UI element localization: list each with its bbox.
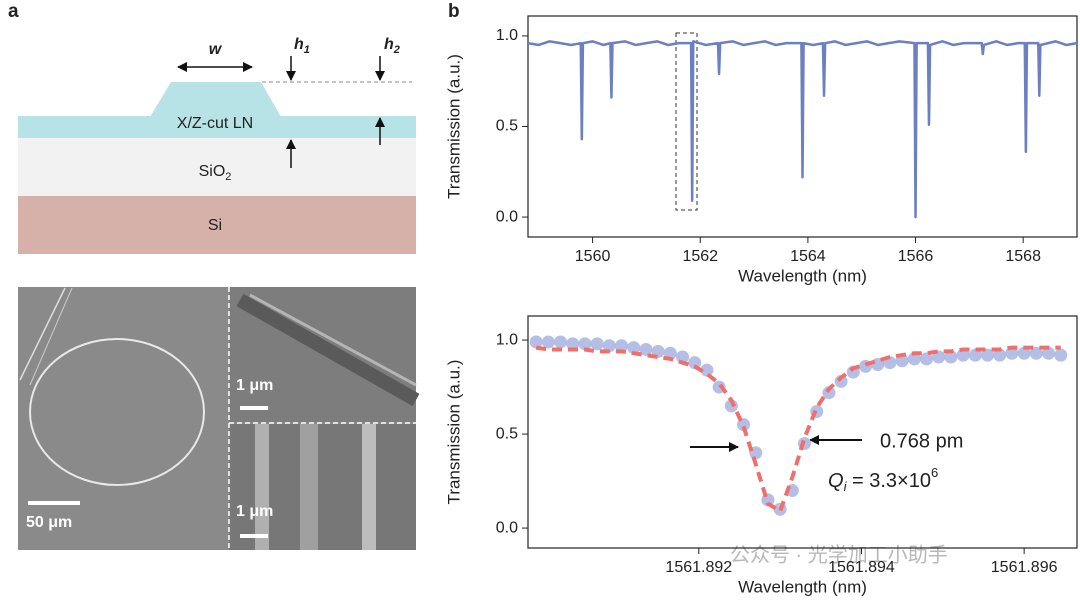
fwhm-label: 0.768 pm [880,430,963,452]
data-point [1054,348,1068,362]
x-tick-label: 1568 [1005,248,1041,265]
data-point [639,342,653,356]
y-axis-label: Transmission (a.u.) [444,360,463,505]
data-point [907,352,921,366]
q-label: Qi = 3.3×106 [828,465,938,494]
data-point [541,335,555,349]
panel-label: a [8,1,19,22]
x-axis-label: Wavelength (nm) [738,577,867,596]
y-axis-label: Transmission (a.u.) [444,54,463,199]
data-point [737,418,751,432]
data-point [822,386,836,400]
sem-wall [300,424,318,550]
sem-edge [236,293,420,407]
y-tick-label: 0.5 [496,425,518,442]
watermark: 公众号 · 光学加工小助手 [730,543,948,566]
data-point [578,337,592,351]
data-point [968,348,982,362]
sem-waveguide [19,287,66,381]
panel-label: b [448,1,460,22]
data-point [1042,346,1056,360]
h2-label: h2 [384,36,400,56]
q-exp: 6 [931,465,938,480]
x-tick-label: 1566 [898,248,934,265]
sem-waveguide [29,287,73,386]
si-layer [18,196,416,254]
x-axis-label: Wavelength (nm) [738,266,867,285]
y-tick-label: 1.0 [496,27,518,44]
q-symbol: Q [828,470,844,492]
sio2-label: SiO2 [199,163,232,183]
si-label: Si [208,217,222,234]
x-tick-label: 1561.894 [828,559,895,576]
scale-label: 50 μm [26,514,72,531]
sem-ring [29,338,205,486]
sio2-layer [18,138,416,196]
data-point [920,352,934,366]
h2-sub: 2 [393,44,400,56]
h1-text: h [294,36,304,53]
data-point [944,350,958,364]
q-sub: i [844,479,848,494]
data-point [615,339,629,353]
scale-label: 1 μm [236,377,273,394]
ln-ridge [150,82,281,117]
y-tick-label: 0.0 [496,208,518,225]
x-tick-label: 1560 [575,248,611,265]
x-tick-label: 1562 [682,248,718,265]
x-tick-label: 1564 [790,248,826,265]
data-point [688,356,702,370]
y-tick-label: 1.0 [496,331,518,348]
data-line [527,40,1078,219]
ln-slab [18,116,416,138]
x-tick-label: 1561.892 [665,559,732,576]
data-point [700,363,714,377]
data-point [590,337,604,351]
sem-edge [249,293,417,387]
data-point [1029,346,1043,360]
sio2-text: SiO [199,163,226,180]
data-point [627,341,641,355]
h1-sub: 1 [304,44,310,56]
h2-text: h [384,36,394,53]
fit-line [535,345,1061,514]
h1-label: h1 [294,36,310,56]
sio2-sub: 2 [225,171,231,183]
data-point [1017,346,1031,360]
data-point [993,348,1007,362]
zoom-box [675,32,698,211]
sem-wall [362,424,376,550]
w-label: w [209,41,223,58]
ln-label: X/Z-cut LN [177,115,253,132]
data-point [554,335,568,349]
x-tick-label: 1561.896 [991,559,1058,576]
scale-label: 1 μm [236,503,273,520]
data-point [566,337,580,351]
q-text: = 3.3×10 [846,470,931,492]
y-tick-label: 0.5 [496,118,518,135]
data-point [981,348,995,362]
sem-wall [255,424,269,550]
y-tick-label: 0.0 [496,519,518,536]
data-point [602,339,616,353]
plot-frame [527,315,1078,549]
data-point [529,335,543,349]
